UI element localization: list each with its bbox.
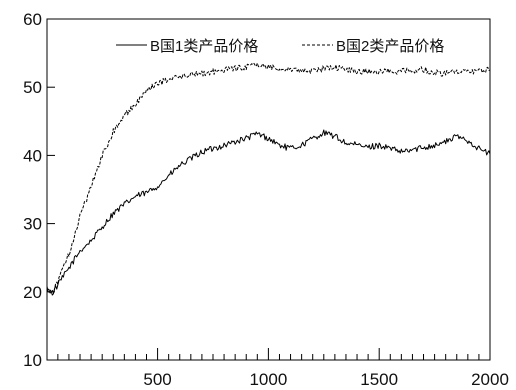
y-tick-label: 10 (23, 351, 42, 370)
y-axis: 10 20 30 40 50 60 (23, 10, 55, 370)
legend: B国1类产品价格 B国2类产品价格 (116, 38, 444, 55)
x-axis: 500 1000 1500 2000 (143, 348, 509, 389)
y-tick-label: 60 (23, 10, 42, 29)
x-tick-label: 500 (143, 370, 171, 389)
legend-label-series-1: B国1类产品价格 (150, 38, 258, 55)
legend-item-series-2: B国2类产品价格 (302, 38, 444, 55)
plot-frame (46, 18, 491, 361)
y-tick-label: 50 (23, 78, 42, 97)
x-tick-label: 2000 (471, 370, 509, 389)
series-line-1 (46, 129, 491, 296)
y-tick-label: 40 (23, 146, 42, 165)
y-tick-label: 20 (23, 283, 42, 302)
series-layer (46, 62, 491, 296)
legend-label-series-2: B国2类产品价格 (336, 38, 444, 55)
x-minor-ticks (57, 354, 480, 360)
legend-item-series-1: B国1类产品价格 (116, 38, 258, 55)
y-tick-label: 30 (23, 215, 42, 234)
x-tick-label: 1000 (249, 370, 287, 389)
series-line-2 (46, 62, 491, 294)
x-tick-label: 1500 (360, 370, 398, 389)
